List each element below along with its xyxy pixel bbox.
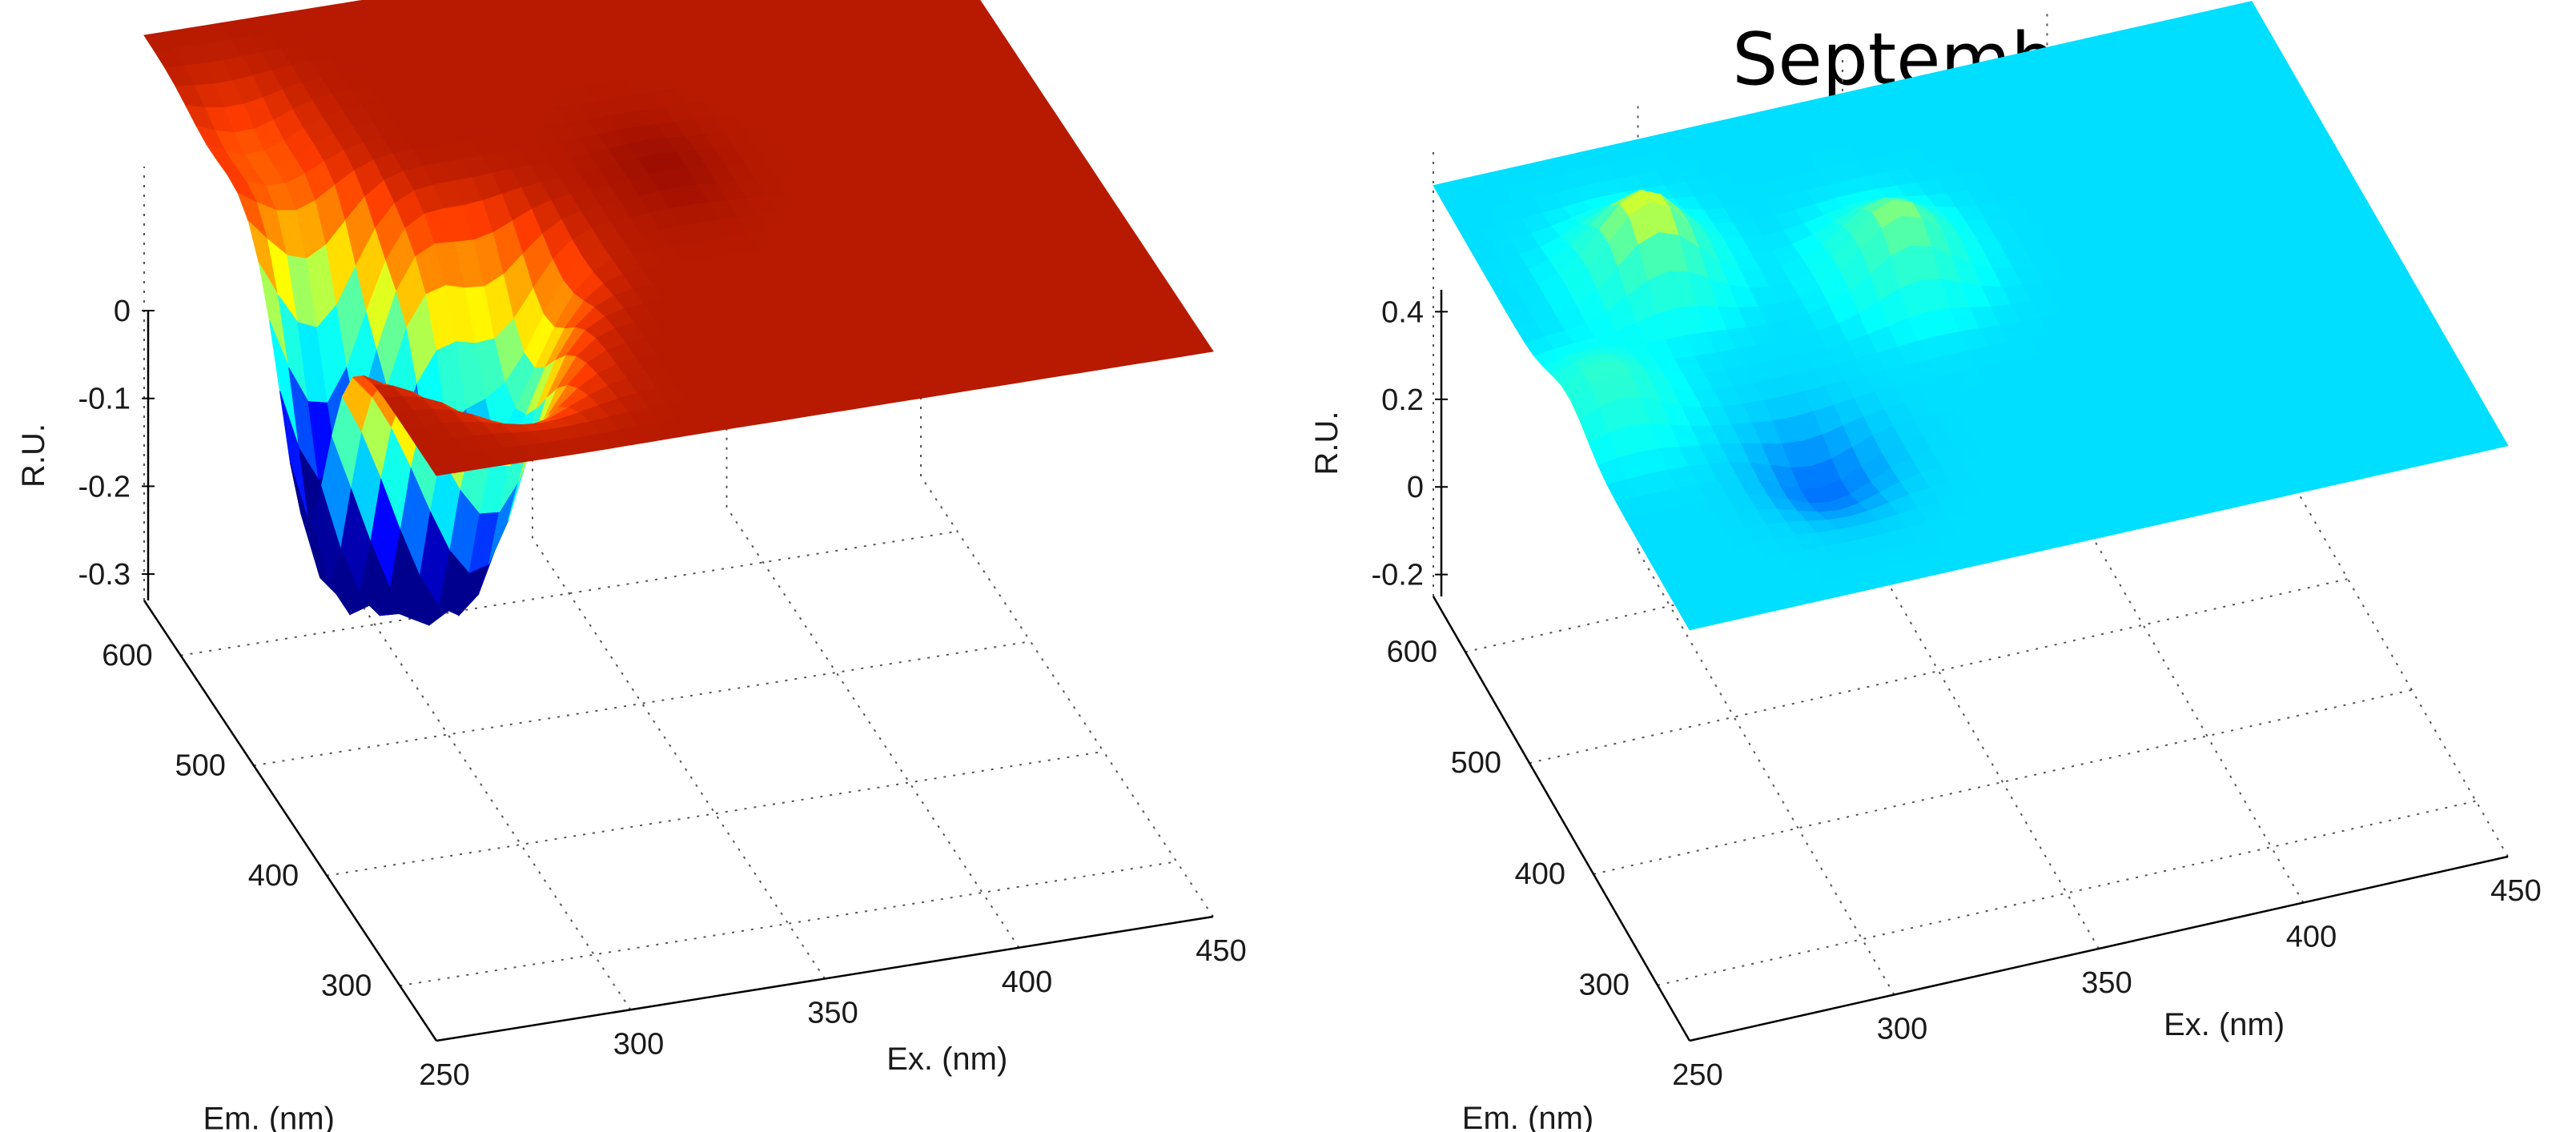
y-axis-line: [1432, 596, 1691, 1042]
x-tick-label: 300: [613, 1027, 664, 1061]
x-axis-label: Ex. (nm): [886, 1042, 1007, 1077]
x-tick-label: 450: [1196, 934, 1246, 968]
y-tick-label: 400: [1515, 857, 1565, 891]
y-axis-label: Em. (nm): [1462, 1101, 1593, 1132]
y-tick-label: 400: [248, 859, 299, 893]
z-axis-label: R.U.: [1309, 411, 1344, 476]
z-axis-label: R.U.: [16, 423, 51, 488]
z-tick-label: -0.3: [78, 558, 131, 592]
x-tick-label: 400: [2286, 921, 2337, 954]
y-tick-label: 600: [102, 639, 152, 672]
y-axis-line: [143, 600, 438, 1042]
z-tick-label: 0.2: [1381, 383, 1424, 417]
x-tick-label: 400: [1002, 965, 1052, 999]
x-tick-label: 350: [807, 997, 858, 1030]
y-axis-label: Em. (nm): [203, 1102, 334, 1132]
x-tick-label: 300: [1877, 1013, 1927, 1046]
surface-mesh: [143, 0, 1214, 626]
x-tick-label: 250: [1672, 1058, 1722, 1092]
y-tick-label: 500: [175, 749, 225, 782]
axes: [143, 311, 1214, 1042]
z-tick-label: 0.4: [1381, 295, 1424, 329]
y-tick-label: 600: [1387, 635, 1437, 668]
surface-cell: [1182, 335, 1214, 355]
surface-cell: [2478, 429, 2509, 452]
x-tick-label: 250: [419, 1058, 469, 1092]
z-tick-label: 0: [114, 295, 131, 328]
y-tick-label: 300: [321, 969, 372, 1002]
z-tick-label: 0: [1407, 471, 1424, 504]
x-axis-line: [436, 915, 1214, 1042]
axes: [1432, 290, 2509, 1042]
surface-chart: 250 300 350 400 450 300 400 500 600 0.4 0.2 0 -0.2 Ex…: [1309, 0, 2542, 1132]
surface-mesh: [1433, 1, 2509, 631]
y-tick-label: 500: [1451, 746, 1501, 780]
z-tick-label: -0.2: [1372, 559, 1424, 592]
chart-panel-september: September 250 300 350 400 450 300 400 500 600 0.4…: [1288, 0, 2575, 1132]
x-axis-line: [1689, 855, 2509, 1042]
z-tick-label: -0.2: [78, 470, 131, 504]
x-axis-label: Ex. (nm): [2164, 1007, 2285, 1042]
surface-chart: 250 300 350 400 450 300 400 500 600 0 -0.1 -0.2 -0.3…: [16, 0, 1247, 1132]
y-tick-label: 300: [1579, 969, 1630, 1002]
x-tick-label: 350: [2081, 966, 2132, 1000]
z-tick-label: -0.1: [78, 383, 131, 416]
chart-panel-march: March 2503003504004503004005006000-0.1-0…: [16, 0, 1247, 1132]
x-tick-label: 450: [2490, 874, 2541, 908]
